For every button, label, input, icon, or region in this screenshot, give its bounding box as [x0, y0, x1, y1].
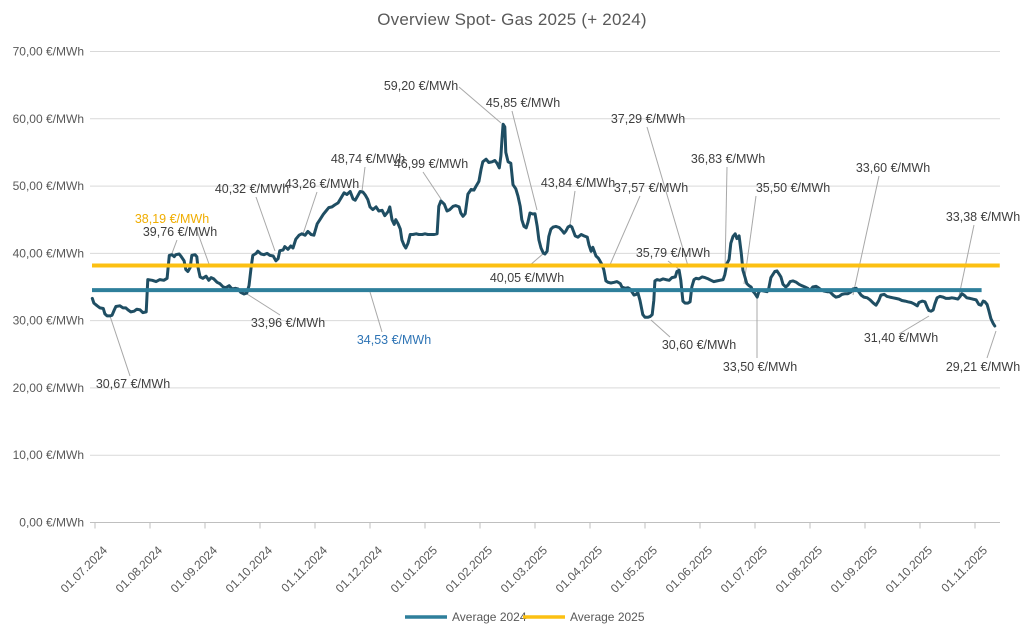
annotation-label: 34,53 €/MWh: [357, 333, 431, 347]
x-axis-label-group: 01.01.2025: [388, 543, 441, 596]
annotation-label: 45,85 €/MWh: [486, 96, 560, 110]
spot-price-series-line: [90, 122, 997, 328]
annotation-leader-line: [569, 190, 576, 226]
x-axis-label-group: 01.12.2024: [333, 543, 386, 596]
legend-label: Average 2025: [570, 610, 645, 624]
x-axis-label: 01.02.2025: [443, 543, 496, 596]
y-axis-label: 50,00 €/MWh: [13, 179, 84, 193]
annotation-leader-line: [458, 86, 502, 124]
x-axis-label: 01.06.2025: [663, 543, 716, 596]
annotation-label: 43,26 €/MWh: [285, 177, 359, 191]
annotation-leader-line: [246, 293, 281, 316]
y-axis-label: 20,00 €/MWh: [13, 381, 84, 395]
annotation-label: 30,67 €/MWh: [96, 377, 170, 391]
annotation-leader-line: [958, 224, 975, 297]
annotation-label: 40,32 €/MWh: [215, 182, 289, 196]
annotation-leader-line: [852, 175, 880, 296]
annotation-label: 35,50 €/MWh: [756, 181, 830, 195]
annotation-label: 36,83 €/MWh: [691, 152, 765, 166]
annotation-label: 35,79 €/MWh: [636, 246, 710, 260]
annotation-label: 37,29 €/MWh: [611, 112, 685, 126]
annotation-leader-line: [361, 166, 366, 192]
x-axis-label-group: 01.06.2025: [663, 543, 716, 596]
x-axis-label-group: 01.07.2024: [58, 543, 111, 596]
annotation-leader-line: [646, 126, 689, 267]
y-axis-label: 40,00 €/MWh: [13, 246, 84, 260]
annotation-label: 31,40 €/MWh: [864, 331, 938, 345]
annotation-leader-line: [898, 315, 930, 335]
x-axis-label: 01.09.2024: [168, 543, 221, 596]
annotation-label: 38,19 €/MWh: [135, 212, 209, 226]
x-axis-label-group: 01.10.2024: [223, 543, 276, 596]
legend-label: Average 2024: [452, 610, 527, 624]
x-axis-label: 01.08.2024: [113, 543, 166, 596]
x-axis-label: 01.04.2025: [553, 543, 606, 596]
x-axis-label: 01.11.2024: [278, 543, 330, 595]
annotation-label: 46,99 €/MWh: [394, 157, 468, 171]
annotation-leader-line: [986, 330, 997, 359]
x-axis-label-group: 01.04.2025: [553, 543, 606, 596]
annotation-label: 48,74 €/MWh: [331, 152, 405, 166]
annotation-leader-line: [422, 171, 442, 200]
x-axis-label: 01.12.2024: [333, 543, 386, 596]
x-axis-label-group: 01.11.2024: [278, 543, 330, 595]
annotation-label: 40,05 €/MWh: [490, 271, 564, 285]
annotation-label: 43,84 €/MWh: [541, 176, 615, 190]
x-axis-label-group: 01.09.2024: [168, 543, 221, 596]
y-axis-label: 70,00 €/MWh: [13, 44, 84, 58]
x-axis-label-group: 01.02.2025: [443, 543, 496, 596]
y-axis-label: 30,00 €/MWh: [13, 314, 84, 328]
annotation-label: 33,96 €/MWh: [251, 316, 325, 330]
x-axis-label: 01.10.2025: [883, 543, 936, 596]
annotation-leader-line: [255, 196, 276, 252]
y-axis-label: 10,00 €/MWh: [13, 448, 84, 462]
x-axis-label-group: 01.07.2025: [718, 543, 771, 596]
x-axis-label: 01.07.2025: [718, 543, 771, 596]
x-axis-label: 01.01.2025: [388, 543, 441, 596]
annotation-leader-line: [724, 166, 728, 272]
x-axis-label-group: 01.09.2025: [828, 543, 881, 596]
x-axis-label-group: 01.08.2025: [773, 543, 826, 596]
annotation-label: 33,38 €/MWh: [946, 210, 1020, 224]
annotation-label: 30,60 €/MWh: [662, 338, 736, 352]
annotation-label: 33,50 €/MWh: [723, 360, 797, 374]
y-axis-label: 60,00 €/MWh: [13, 112, 84, 126]
x-axis-label: 01.11.2025: [938, 543, 990, 595]
annotation-label: 39,76 €/MWh: [143, 225, 217, 239]
x-axis-label: 01.05.2025: [608, 543, 661, 596]
annotation-label: 33,60 €/MWh: [856, 161, 930, 175]
annotation-label: 59,20 €/MWh: [384, 79, 458, 93]
x-axis-label-group: 01.08.2024: [113, 543, 166, 596]
y-axis-label: 0,00 €/MWh: [19, 516, 84, 530]
x-axis-label: 01.07.2024: [58, 543, 111, 596]
chart-title: Overview Spot- Gas 2025 (+ 2024): [377, 10, 647, 29]
annotation-label: 29,21 €/MWh: [946, 360, 1020, 374]
annotation-leader-line: [369, 291, 383, 333]
x-axis-label-group: 01.05.2025: [608, 543, 661, 596]
annotation-leader-line: [608, 195, 641, 268]
x-axis-label: 01.08.2025: [773, 543, 826, 596]
annotation-leader-line: [302, 191, 318, 235]
x-axis-label-group: 01.03.2025: [498, 543, 551, 596]
x-axis-label-group: 01.10.2025: [883, 543, 936, 596]
annotation-leader-line: [511, 110, 538, 211]
x-axis-label: 01.10.2024: [223, 543, 276, 596]
annotation-leader-line: [195, 227, 210, 265]
x-axis-label-group: 01.11.2025: [938, 543, 990, 595]
x-axis-label: 01.03.2025: [498, 543, 551, 596]
annotation-label: 37,57 €/MWh: [614, 181, 688, 195]
annotation-leader-line: [743, 195, 757, 285]
annotation-leader-line: [109, 315, 131, 377]
x-axis-label: 01.09.2025: [828, 543, 881, 596]
annotation-leader-line: [650, 319, 671, 338]
